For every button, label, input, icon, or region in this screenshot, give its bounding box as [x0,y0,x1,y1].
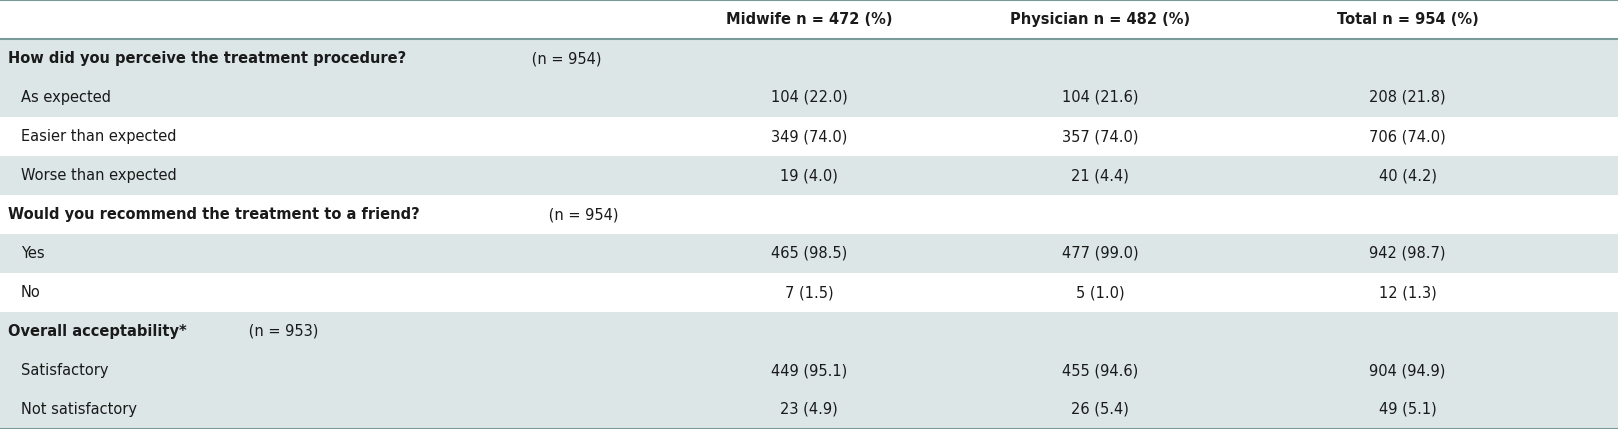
Text: 477 (99.0): 477 (99.0) [1061,246,1139,261]
Text: 19 (4.0): 19 (4.0) [780,168,838,183]
FancyBboxPatch shape [0,351,1618,390]
Text: (n = 954): (n = 954) [527,51,602,66]
Text: Would you recommend the treatment to a friend?: Would you recommend the treatment to a f… [8,207,419,222]
Text: No: No [21,285,40,300]
Text: 49 (5.1): 49 (5.1) [1379,402,1437,417]
Text: 706 (74.0): 706 (74.0) [1369,129,1446,144]
Text: 208 (21.8): 208 (21.8) [1369,90,1446,105]
FancyBboxPatch shape [0,195,1618,234]
Text: Midwife n = 472 (%): Midwife n = 472 (%) [726,12,892,27]
Text: 26 (5.4): 26 (5.4) [1071,402,1129,417]
Text: 7 (1.5): 7 (1.5) [785,285,833,300]
Text: Not satisfactory: Not satisfactory [21,402,138,417]
Text: As expected: As expected [21,90,112,105]
Text: 449 (95.1): 449 (95.1) [770,363,848,378]
Text: Worse than expected: Worse than expected [21,168,176,183]
Text: 12 (1.3): 12 (1.3) [1379,285,1437,300]
Text: 455 (94.6): 455 (94.6) [1061,363,1139,378]
FancyBboxPatch shape [0,390,1618,429]
FancyBboxPatch shape [0,78,1618,117]
Text: 465 (98.5): 465 (98.5) [770,246,848,261]
Text: (n = 953): (n = 953) [244,324,319,339]
Text: 23 (4.9): 23 (4.9) [780,402,838,417]
Text: (n = 954): (n = 954) [544,207,618,222]
FancyBboxPatch shape [0,234,1618,273]
Text: 357 (74.0): 357 (74.0) [1061,129,1139,144]
Text: 104 (22.0): 104 (22.0) [770,90,848,105]
Text: 349 (74.0): 349 (74.0) [770,129,848,144]
FancyBboxPatch shape [0,0,1618,39]
FancyBboxPatch shape [0,39,1618,78]
Text: 40 (4.2): 40 (4.2) [1379,168,1437,183]
FancyBboxPatch shape [0,117,1618,156]
Text: Overall acceptability*: Overall acceptability* [8,324,186,339]
Text: 5 (1.0): 5 (1.0) [1076,285,1125,300]
FancyBboxPatch shape [0,312,1618,351]
Text: 21 (4.4): 21 (4.4) [1071,168,1129,183]
Text: Yes: Yes [21,246,45,261]
Text: Satisfactory: Satisfactory [21,363,108,378]
Text: How did you perceive the treatment procedure?: How did you perceive the treatment proce… [8,51,406,66]
FancyBboxPatch shape [0,156,1618,195]
Text: Physician n = 482 (%): Physician n = 482 (%) [1010,12,1191,27]
Text: 942 (98.7): 942 (98.7) [1369,246,1446,261]
FancyBboxPatch shape [0,273,1618,312]
Text: 104 (21.6): 104 (21.6) [1061,90,1139,105]
Text: Total n = 954 (%): Total n = 954 (%) [1336,12,1479,27]
Text: 904 (94.9): 904 (94.9) [1369,363,1446,378]
Text: Easier than expected: Easier than expected [21,129,176,144]
